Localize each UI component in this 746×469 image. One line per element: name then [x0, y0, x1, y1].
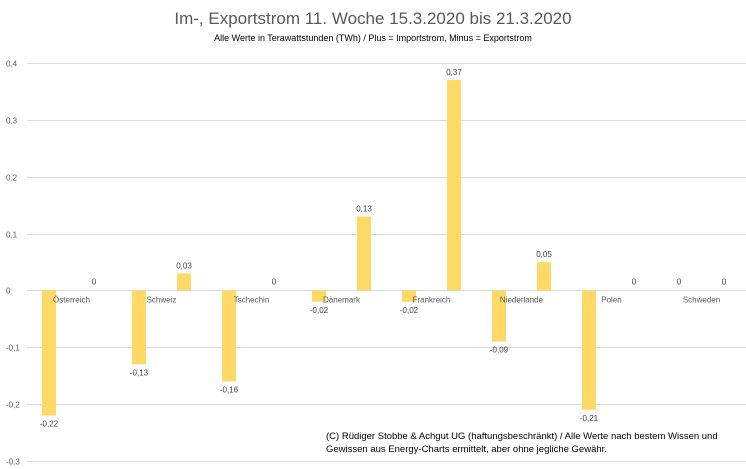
bar: [132, 290, 146, 365]
data-label: 0,05: [536, 250, 552, 259]
data-label: 0,03: [176, 261, 192, 270]
gridlines: 0,4 0,3 0,2 0,1 0 -0,1 -0,2 -0,3: [6, 60, 746, 467]
bar: [312, 290, 326, 302]
category-label: Schweiz: [147, 295, 177, 304]
y-tick-label: 0,2: [6, 174, 18, 183]
data-label: -0,02: [310, 306, 329, 315]
data-label: 0,13: [356, 205, 372, 214]
y-tick-label: -0,3: [6, 458, 20, 467]
bar: [537, 262, 551, 291]
category-label: Niederlande: [500, 295, 544, 304]
data-label: 0: [632, 277, 637, 286]
bar: [582, 290, 596, 410]
y-tick-label: 0,4: [6, 60, 18, 69]
data-label: 0: [92, 277, 97, 286]
data-label: 0: [677, 277, 682, 286]
y-tick-label: -0,2: [6, 401, 20, 410]
category-label: Frankreich: [413, 295, 451, 304]
data-label: -0,02: [400, 306, 419, 315]
bar: [42, 290, 56, 416]
category-label: Schweden: [683, 295, 720, 304]
y-tick-label: -0,1: [6, 344, 20, 353]
data-label: -0,16: [220, 385, 239, 394]
data-label: -0,22: [40, 420, 59, 429]
data-label: -0,21: [580, 414, 599, 423]
data-label: 0,37: [446, 68, 462, 77]
category-labels: Österreich Schweiz Tschechin Dänemark Frankr…: [53, 295, 720, 304]
data-labels: -0,22 -0,13 -0,16 -0,02 -0,02 -0,09 -0,21 0 0 0,0…: [40, 68, 727, 428]
y-tick-label: 0,3: [6, 117, 18, 126]
category-label: Dänemark: [323, 295, 361, 304]
data-label: -0,13: [130, 368, 149, 377]
chart-subtitle: Alle Werte in Terawattstunden (TWh) / Pl…: [214, 33, 532, 43]
category-label: Polen: [601, 295, 621, 304]
bar: [402, 290, 416, 302]
copyright-note-line-2: Gewissen aus Energy-Charts ermittelt, ab…: [326, 444, 607, 455]
chart-title: Im-, Exportstrom 11. Woche 15.3.2020 bis…: [174, 9, 571, 28]
y-tick-label: 0: [6, 287, 11, 296]
bar: [222, 290, 236, 382]
data-label: -0,09: [490, 346, 509, 355]
y-tick-label: 0,1: [6, 231, 18, 240]
category-label: Österreich: [53, 295, 90, 304]
data-label: 0: [722, 277, 727, 286]
bar: [447, 80, 461, 291]
category-label: Tschechin: [234, 295, 270, 304]
copyright-note-line-1: (C) Rüdiger Stobbe & Achgut UG (haftungs…: [326, 431, 718, 442]
bar: [177, 273, 191, 291]
data-label: 0: [272, 277, 277, 286]
bars: [42, 80, 596, 416]
bar: [357, 216, 371, 291]
bar: [492, 290, 506, 342]
